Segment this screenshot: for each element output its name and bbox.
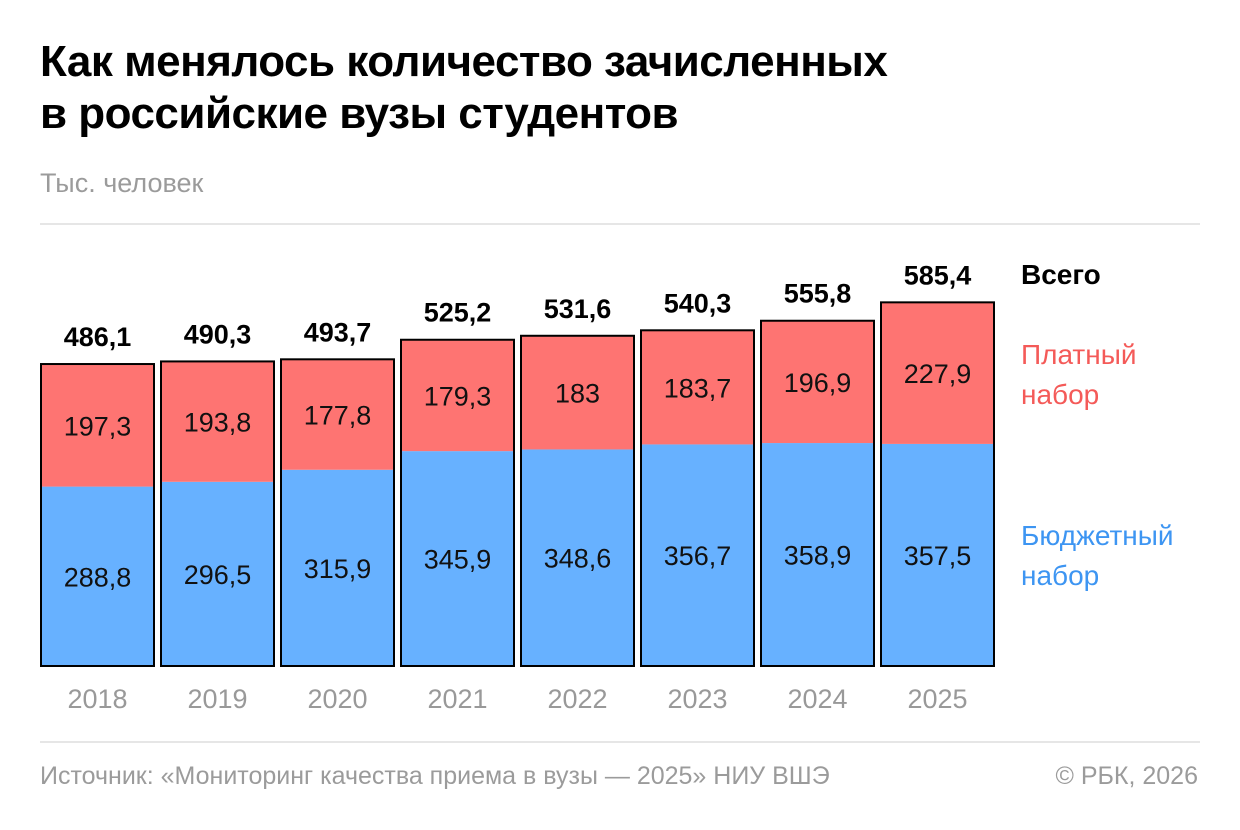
bar-paid-2020 <box>281 359 394 470</box>
label-budget-2020: 315,9 <box>304 554 372 584</box>
legend-paid: Платный набор <box>1021 335 1136 415</box>
legend-paid-line1: Платный <box>1021 339 1137 370</box>
label-total-2022: 531,6 <box>544 294 612 324</box>
legend-budget-line1: Бюджетный <box>1021 520 1174 551</box>
bar-outline-2021 <box>400 338 515 667</box>
label-total-2023: 540,3 <box>664 288 732 318</box>
bar-budget-2025 <box>881 443 994 666</box>
label-budget-2019: 296,5 <box>184 560 252 590</box>
label-total-2025: 585,4 <box>904 260 972 290</box>
x-tick-2020: 2020 <box>307 684 367 714</box>
bar-outline-2019 <box>160 360 275 667</box>
label-paid-2023: 183,7 <box>664 373 732 403</box>
label-paid-2018: 197,3 <box>64 411 132 441</box>
chart-subtitle: Тыс. человек <box>40 168 204 198</box>
copyright-note: © РБК, 2026 <box>1055 762 1198 790</box>
legend-budget: Бюджетный набор <box>1021 516 1174 596</box>
legend-total-label: Всего <box>1021 259 1101 290</box>
source-note: Источник: «Мониторинг качества приема в … <box>40 762 830 790</box>
label-budget-2024: 358,9 <box>784 541 852 571</box>
label-budget-2025: 357,5 <box>904 541 972 571</box>
legend-budget-line2: набор <box>1021 560 1100 591</box>
bar-paid-2023 <box>641 330 754 445</box>
bar-paid-2022 <box>521 335 634 450</box>
label-paid-2019: 193,8 <box>184 408 252 438</box>
bar-paid-2024 <box>761 320 874 444</box>
x-tick-2019: 2019 <box>187 684 247 714</box>
label-budget-2018: 288,8 <box>64 562 132 592</box>
bar-budget-2020 <box>281 469 394 666</box>
bar-outline-2020 <box>280 358 395 667</box>
label-budget-2021: 345,9 <box>424 545 492 575</box>
bar-budget-2019 <box>161 481 274 666</box>
x-tick-2018: 2018 <box>67 684 127 714</box>
top-divider <box>40 223 1200 225</box>
label-total-2021: 525,2 <box>424 298 492 328</box>
label-paid-2025: 227,9 <box>904 359 972 389</box>
bar-budget-2018 <box>41 486 154 666</box>
legend-total: Всего <box>1021 255 1101 295</box>
chart-title-line2: в российские вузы студентов <box>40 89 679 138</box>
bar-outline-2024 <box>760 319 875 667</box>
bar-outline-2022 <box>520 334 635 667</box>
bar-budget-2021 <box>401 451 514 666</box>
bar-budget-2022 <box>521 449 634 666</box>
label-paid-2021: 179,3 <box>424 381 492 411</box>
bar-outline-2023 <box>640 329 755 667</box>
bar-paid-2019 <box>161 361 274 482</box>
bar-paid-2025 <box>881 302 994 444</box>
label-budget-2022: 348,6 <box>544 544 612 574</box>
label-total-2018: 486,1 <box>64 322 132 352</box>
label-total-2024: 555,8 <box>784 279 852 309</box>
bar-budget-2024 <box>761 443 874 666</box>
chart-title: Как менялось количество зачисленных в ро… <box>40 36 1040 140</box>
bar-paid-2018 <box>41 364 154 487</box>
label-total-2019: 490,3 <box>184 319 252 349</box>
x-tick-2022: 2022 <box>547 684 607 714</box>
x-tick-2024: 2024 <box>787 684 847 714</box>
label-paid-2020: 177,8 <box>304 401 372 431</box>
label-paid-2022: 183 <box>555 379 600 409</box>
x-tick-2023: 2023 <box>667 684 727 714</box>
bar-outline-2025 <box>880 301 995 667</box>
label-budget-2023: 356,7 <box>664 541 732 571</box>
bar-paid-2021 <box>401 339 514 452</box>
chart-title-line1: Как менялось количество зачисленных <box>40 37 888 86</box>
x-tick-2025: 2025 <box>907 684 967 714</box>
label-total-2020: 493,7 <box>304 317 372 347</box>
label-paid-2024: 196,9 <box>784 368 852 398</box>
legend-paid-line2: набор <box>1021 379 1100 410</box>
x-tick-2021: 2021 <box>427 684 487 714</box>
bar-budget-2023 <box>641 444 754 666</box>
bottom-divider <box>40 741 1200 743</box>
bar-outline-2018 <box>40 363 155 667</box>
